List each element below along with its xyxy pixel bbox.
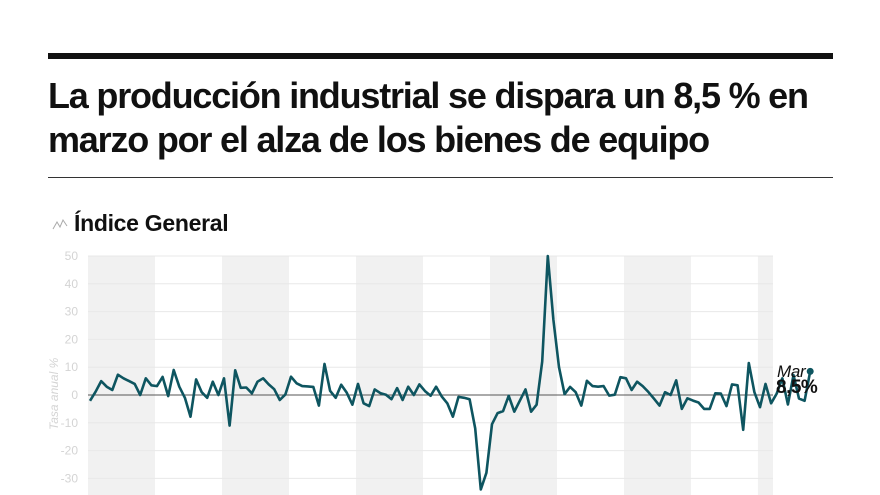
y-tick-label: 30 <box>65 305 79 319</box>
chart-title-text: Índice General <box>74 210 229 236</box>
y-tick-label: -10 <box>61 416 79 430</box>
top-rule <box>48 53 833 59</box>
y-tick-label: 50 <box>65 249 79 263</box>
year-band <box>221 256 289 495</box>
chart-title: Índice General <box>52 210 229 237</box>
y-tick-label: 20 <box>65 332 79 346</box>
series-line <box>88 254 812 491</box>
y-axis-label: Tasa anual % <box>47 357 61 430</box>
year-band <box>355 256 423 495</box>
y-tick-label: 0 <box>71 388 78 402</box>
y-tick-label: 40 <box>65 277 79 291</box>
year-band <box>623 256 691 495</box>
y-tick-label: 10 <box>65 360 79 374</box>
gridlines <box>88 255 773 479</box>
headline: La producción industrial se dispara un 8… <box>48 75 809 160</box>
end-label-month: Mar <box>777 362 806 381</box>
y-tick-label: -30 <box>61 471 79 485</box>
divider <box>48 177 833 178</box>
y-axis-ticks: 50 40 30 20 10 0 -10 -20 -30 <box>61 249 79 485</box>
year-band <box>757 256 773 495</box>
year-bands <box>88 256 773 495</box>
y-tick-label: -20 <box>61 444 79 458</box>
last-point-marker <box>806 367 814 375</box>
end-label-value: 8,5% <box>776 377 818 398</box>
line-chart-icon <box>52 218 68 229</box>
